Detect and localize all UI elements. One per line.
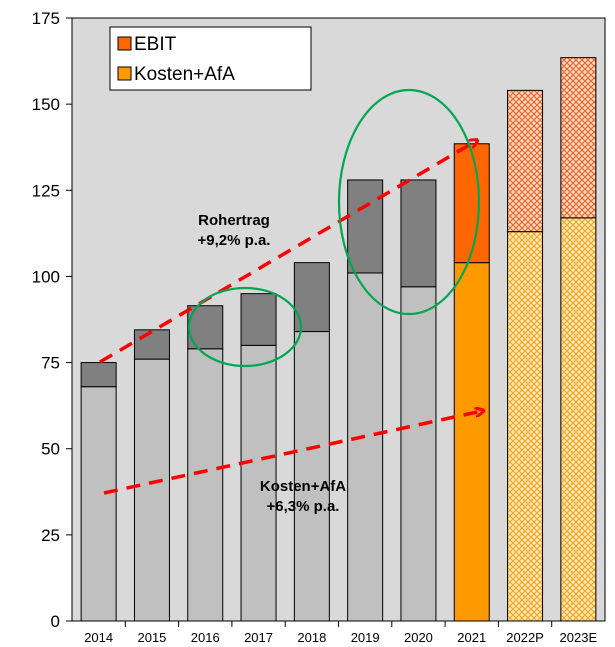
bar-kosten-afa-2023E [560, 217, 597, 622]
bar-kosten-afa-2014 [80, 386, 117, 622]
bar-ebit-2017 [240, 293, 277, 346]
bar-kosten-afa-2021 [453, 262, 490, 622]
x-tick-label: 2020 [404, 630, 433, 645]
bar-ebit-2022P [507, 89, 544, 233]
bar-kosten-afa-2022P [507, 231, 544, 622]
y-axis: 0 25 50 75 100 125 150 175 [32, 9, 72, 631]
bar-kosten-afa-2016 [187, 348, 224, 622]
rohertrag-trend-arrow [99, 141, 476, 364]
x-tick-label: 2023E [560, 630, 598, 645]
bar-ebit-2020 [400, 179, 437, 288]
x-tick-label: 2022P [506, 630, 544, 645]
annotation-rohertrag-line1: Rohertrag [198, 212, 270, 229]
bar-kosten-afa-2018 [293, 331, 330, 622]
bar-ebit-2023E [560, 57, 597, 219]
bar-ebit-2014 [80, 362, 117, 388]
legend-label-kosten-afa: Kosten+AfA [134, 64, 235, 85]
y-tick-label: 175 [32, 9, 60, 28]
bar-ebit-2019 [347, 179, 384, 274]
highlight-ellipse-2019-2020 [337, 88, 481, 316]
x-axis: 2014 2015 2016 2017 2018 2019 2020 2021 2022P 202… [84, 621, 597, 645]
legend: EBIT Kosten+AfA [109, 26, 312, 91]
y-tick-label: 75 [41, 354, 60, 373]
bar-kosten-afa-2017 [240, 344, 277, 622]
bars [80, 57, 597, 622]
y-tick-label: 100 [32, 267, 60, 286]
x-tick-label: 2017 [244, 630, 273, 645]
bar-ebit-2015 [133, 329, 170, 360]
annotation-rohertrag-line2: +9,2% p.a. [198, 232, 271, 249]
bar-kosten-afa-2019 [347, 272, 384, 622]
annotation-kosten-line1: Kosten+AfA [260, 478, 346, 495]
y-tick-label: 150 [32, 95, 60, 114]
highlight-ellipse-2016-2017 [187, 286, 303, 368]
y-tick-label: 125 [32, 181, 60, 200]
y-tick-label: 25 [41, 526, 60, 545]
x-tick-label: 2021 [457, 630, 486, 645]
kosten-trend-arrow [103, 411, 482, 495]
y-tick-label: 50 [41, 440, 60, 459]
legend-swatch-kosten-afa [117, 66, 132, 81]
bar-ebit-2021 [453, 143, 490, 264]
x-tick-label: 2016 [191, 630, 220, 645]
bar-kosten-afa-2015 [133, 358, 170, 622]
x-tick-label: 2018 [297, 630, 326, 645]
x-tick-label: 2019 [351, 630, 380, 645]
legend-box [109, 26, 312, 91]
legend-label-ebit: EBIT [134, 34, 177, 55]
x-tick-label: 2014 [84, 630, 113, 645]
legend-swatch-ebit [117, 36, 132, 51]
y-tick-label: 0 [51, 612, 60, 631]
annotation-kosten-line2: +6,3% p.a. [267, 498, 340, 515]
bar-kosten-afa-2020 [400, 286, 437, 622]
x-tick-label: 2015 [137, 630, 166, 645]
